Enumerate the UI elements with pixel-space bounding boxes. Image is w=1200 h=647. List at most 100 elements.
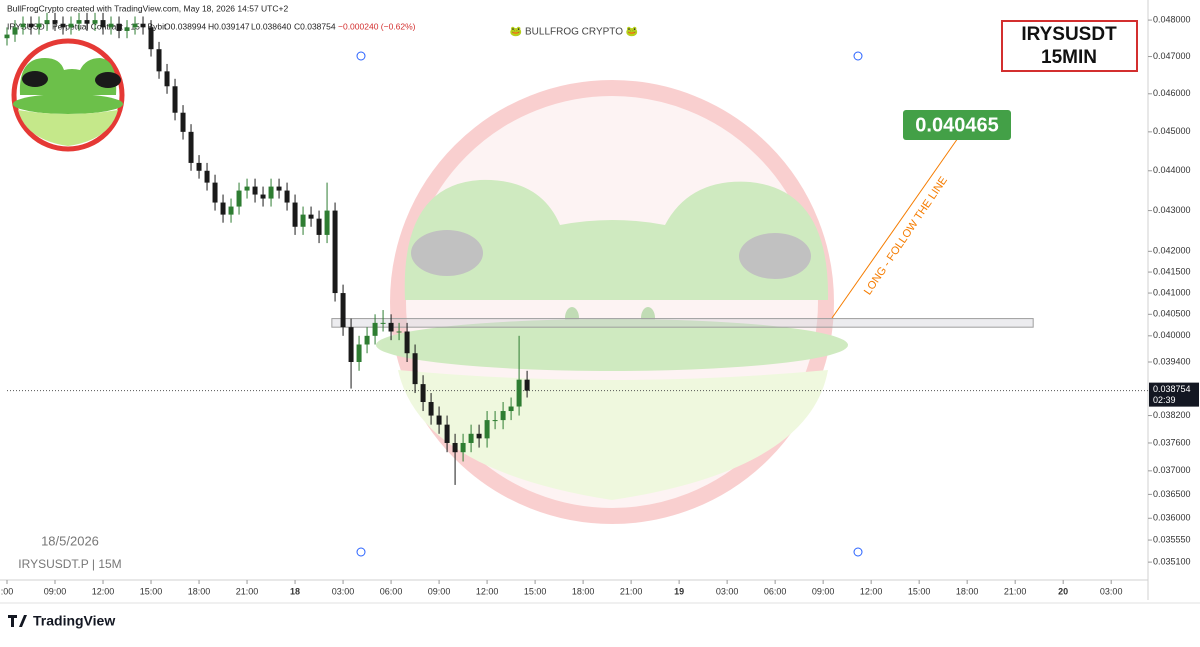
candle-body bbox=[444, 424, 450, 443]
candle-body bbox=[92, 20, 98, 24]
y-tick-label: 0.037000 bbox=[1153, 465, 1191, 475]
candle-body bbox=[140, 23, 146, 28]
x-tick-label: 20 bbox=[1058, 586, 1068, 596]
x-tick-label: 21:00 bbox=[236, 586, 259, 596]
candle-body bbox=[476, 433, 482, 439]
y-tick-label: 0.046000 bbox=[1153, 88, 1191, 98]
y-tick-label: 0.038200 bbox=[1153, 410, 1191, 420]
candle-body bbox=[148, 27, 154, 50]
candle-body bbox=[308, 214, 314, 219]
candle-body bbox=[196, 162, 202, 171]
author-line: BullFrogCrypto created with TradingView.… bbox=[7, 3, 288, 13]
candle-body bbox=[468, 433, 474, 443]
x-tick-label: 15:00 bbox=[908, 586, 931, 596]
candle-body bbox=[172, 86, 178, 113]
target-box bbox=[903, 110, 1011, 140]
drawing-handles bbox=[356, 51, 863, 557]
watermark-title: 🐸 BULLFROG CRYPTO 🐸 bbox=[510, 26, 638, 38]
y-tick-label: 0.041500 bbox=[1153, 266, 1191, 276]
candle-body bbox=[292, 202, 298, 227]
candle-body bbox=[84, 20, 90, 24]
candle-body bbox=[100, 20, 106, 28]
y-tick-label: 0.039400 bbox=[1153, 356, 1191, 366]
ohlc-low: L0.038640 bbox=[251, 21, 291, 31]
candle-body bbox=[236, 190, 242, 207]
zone bbox=[331, 318, 1034, 328]
candle-body bbox=[332, 210, 338, 294]
candle-body bbox=[108, 23, 114, 28]
candle-body bbox=[20, 23, 26, 28]
candle-body bbox=[60, 23, 66, 28]
y-tick-label: 0.041000 bbox=[1153, 287, 1191, 297]
candle-body bbox=[364, 335, 370, 345]
last-price-label: 0.038754 bbox=[1153, 384, 1191, 394]
x-tick-label: 03:00 bbox=[332, 586, 355, 596]
candle-body bbox=[356, 344, 362, 362]
y-tick-label: 0.037600 bbox=[1153, 437, 1191, 447]
candle-body bbox=[116, 23, 122, 31]
x-tick-label: 12:00 bbox=[860, 586, 883, 596]
candle-body bbox=[68, 23, 74, 28]
candle-body bbox=[412, 353, 418, 385]
brand-logo bbox=[8, 615, 27, 627]
candle-body bbox=[484, 420, 490, 439]
candle-body bbox=[44, 20, 50, 24]
candle-body bbox=[268, 186, 274, 199]
candle-body bbox=[52, 20, 58, 24]
candle-body bbox=[380, 322, 386, 324]
x-tick-label: 21:00 bbox=[620, 586, 643, 596]
candle-body bbox=[372, 322, 378, 336]
candle-body bbox=[508, 406, 514, 412]
x-tick-label: 15:00 bbox=[140, 586, 163, 596]
x-tick-label: 12:00 bbox=[92, 586, 115, 596]
candle-body bbox=[436, 415, 442, 425]
candle-body bbox=[460, 442, 466, 453]
y-tick-label: 0.035550 bbox=[1153, 534, 1191, 544]
candle-body bbox=[324, 210, 330, 235]
candle-body bbox=[420, 384, 426, 403]
y-tick-label: 0.035100 bbox=[1153, 556, 1191, 566]
candle-body bbox=[244, 186, 250, 191]
candle-body bbox=[300, 214, 306, 227]
x-tick-label: 21:00 bbox=[1004, 586, 1027, 596]
candle-body bbox=[404, 331, 410, 354]
x-tick-label: 06:00 bbox=[764, 586, 787, 596]
candle-body bbox=[284, 190, 290, 203]
candle-body bbox=[516, 379, 522, 407]
x-tick-label: 12:00 bbox=[476, 586, 499, 596]
candle-body bbox=[180, 112, 186, 132]
countdown: 02:39 bbox=[1153, 395, 1176, 405]
x-tick-label: 03:00 bbox=[1100, 586, 1123, 596]
y-tick-label: 0.048000 bbox=[1153, 14, 1191, 24]
candle-body bbox=[316, 218, 322, 235]
y-tick-label: 0.044000 bbox=[1153, 165, 1191, 175]
target-label: 0.040465 bbox=[915, 114, 998, 136]
candle-body bbox=[28, 23, 34, 28]
x-tick-label: 09:00 bbox=[44, 586, 67, 596]
candle-body bbox=[188, 131, 194, 163]
brand[interactable]: TradingView bbox=[33, 613, 115, 629]
logo-frog bbox=[11, 38, 125, 152]
symbol-note: IRYSUSDT.P | 15M bbox=[18, 557, 121, 571]
ohlc-open: O0.038994 bbox=[164, 21, 206, 31]
x-tick-label: 09:00 bbox=[428, 586, 451, 596]
x-tick-label: 19 bbox=[674, 586, 684, 596]
badge-symbol: IRYSUSDT bbox=[1021, 24, 1117, 45]
x-tick-label: 09:00 bbox=[812, 586, 835, 596]
candle-body bbox=[228, 206, 234, 215]
annotation-line bbox=[831, 137, 959, 319]
candle-body bbox=[276, 186, 282, 191]
last-price-box bbox=[1149, 382, 1199, 407]
candle-body bbox=[500, 411, 506, 421]
y-tick-label: 0.040500 bbox=[1153, 309, 1191, 319]
x-tick-label: 18:00 bbox=[188, 586, 211, 596]
candle-body bbox=[452, 442, 458, 453]
y-tick-label: 0.047000 bbox=[1153, 51, 1191, 61]
badge-interval: 15MIN bbox=[1041, 47, 1097, 68]
ohlc-close: C0.038754 bbox=[294, 21, 336, 31]
candle-body bbox=[12, 27, 18, 35]
y-tick-label: 0.036500 bbox=[1153, 489, 1191, 499]
x-tick-label: 18 bbox=[290, 586, 300, 596]
date-note: 18/5/2026 bbox=[41, 533, 99, 548]
